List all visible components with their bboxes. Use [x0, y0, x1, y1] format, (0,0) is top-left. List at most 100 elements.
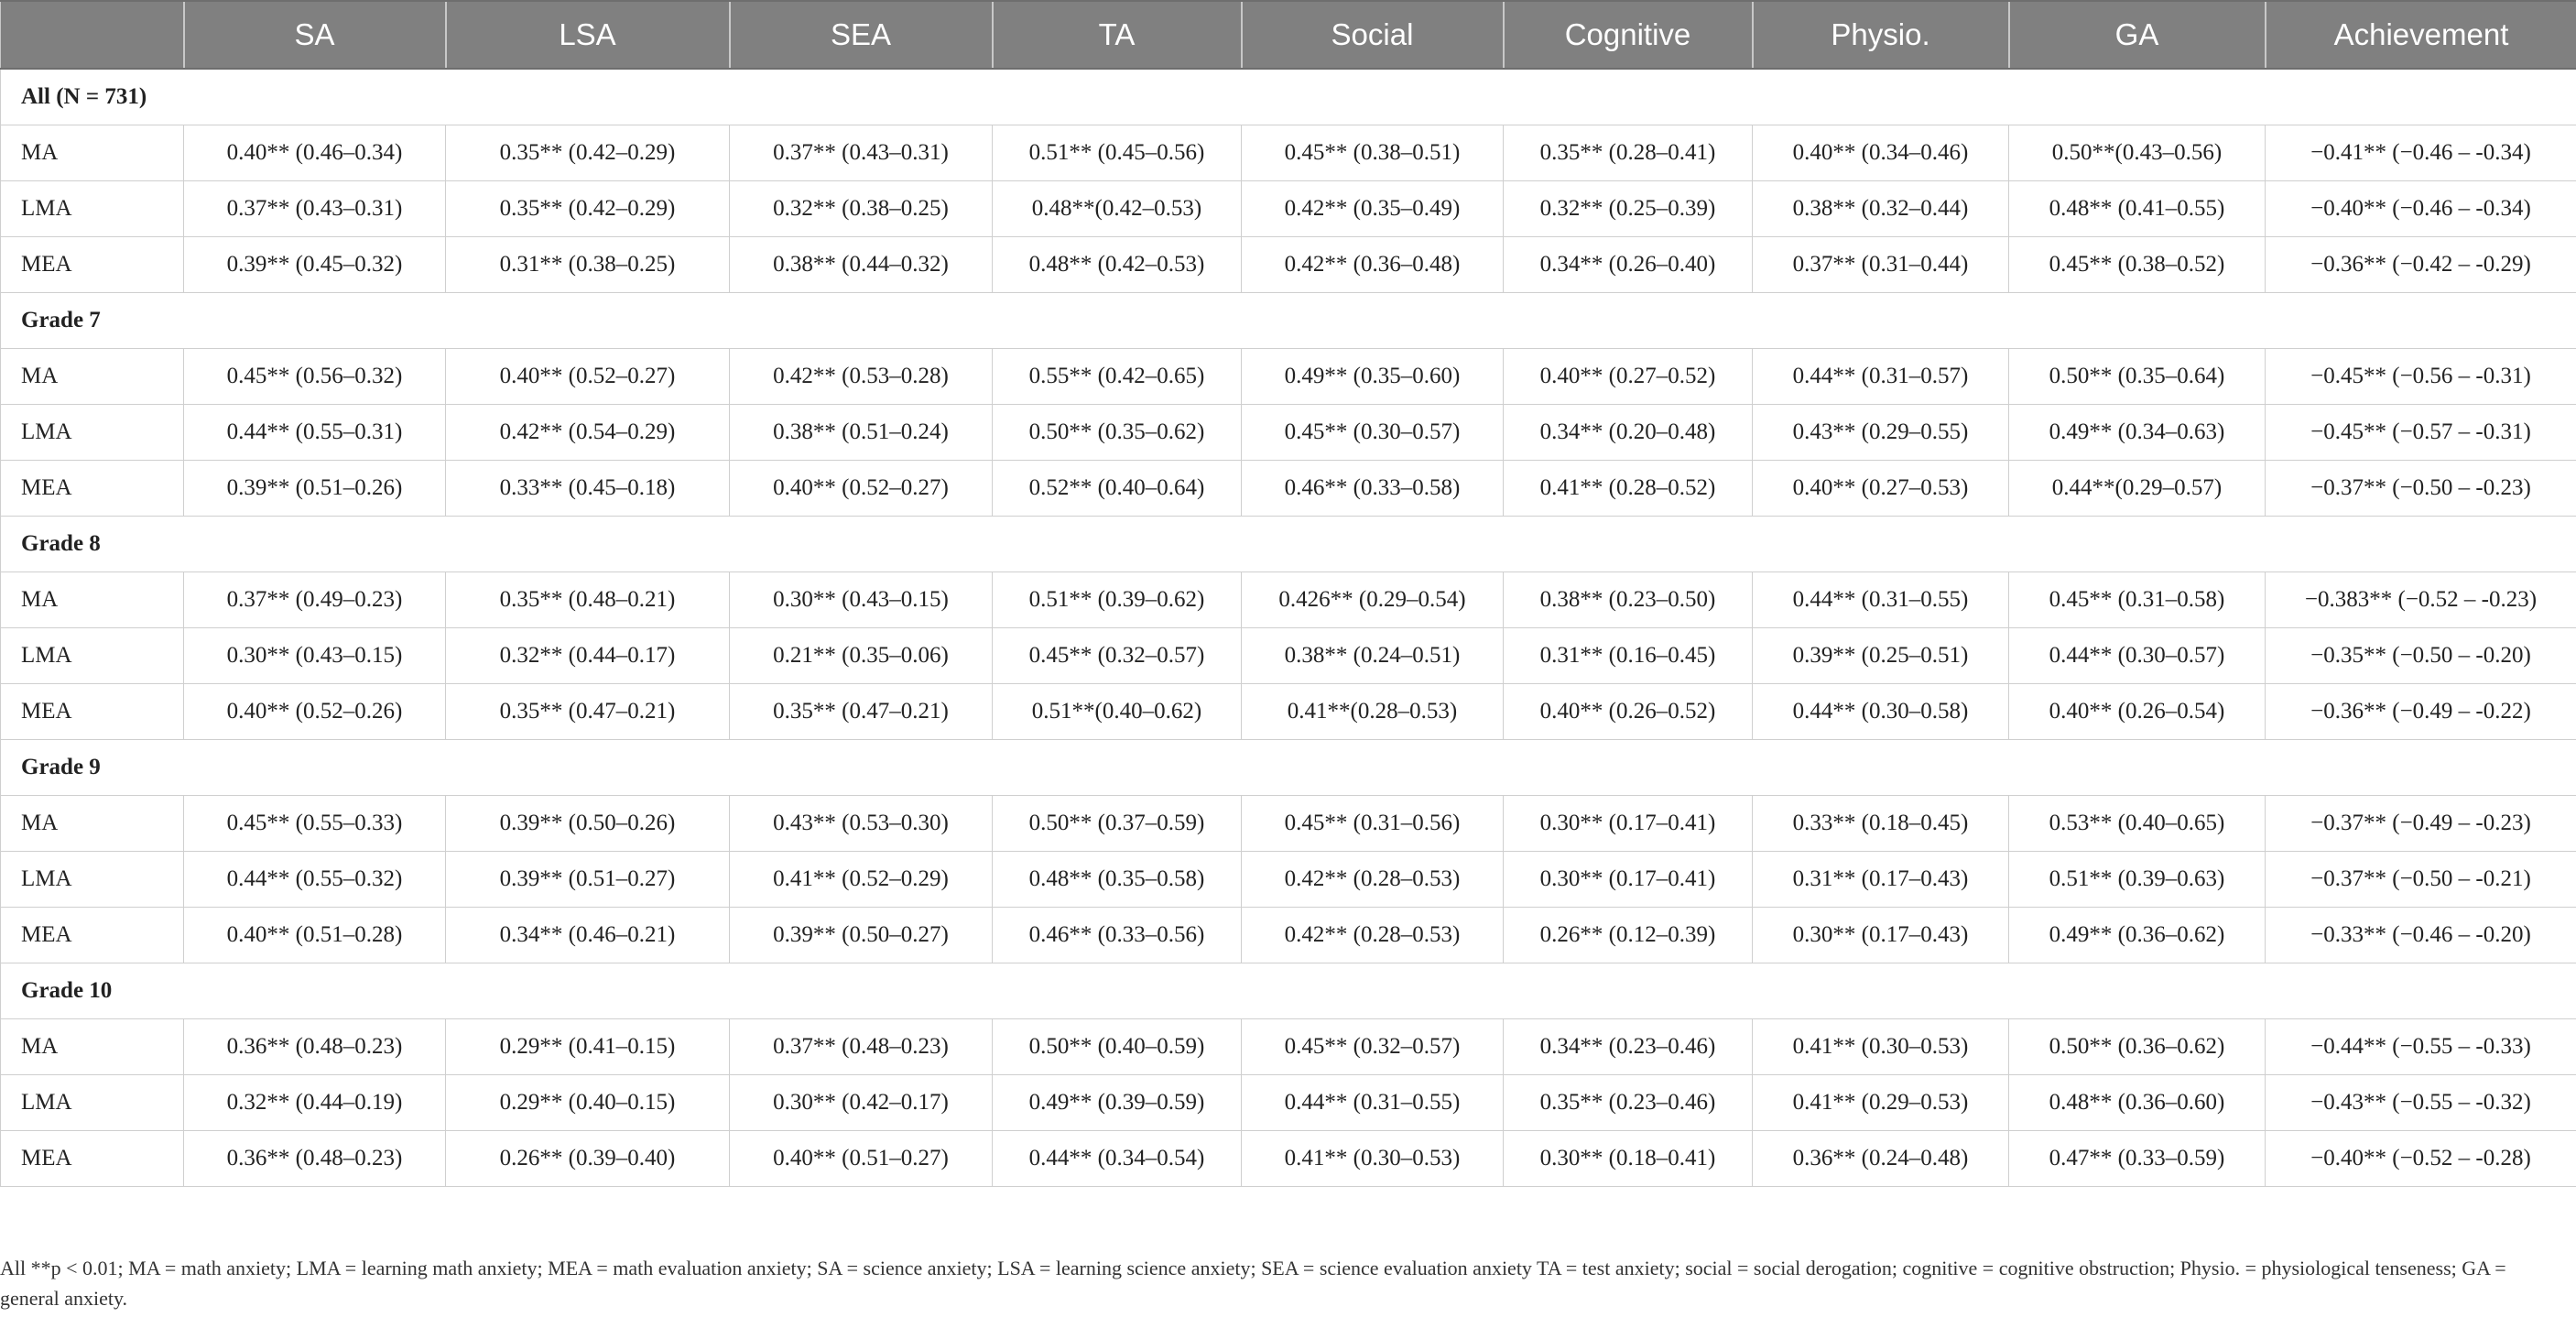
table-cell: 0.50**(0.43–0.56)	[2008, 125, 2266, 181]
table-cell: 0.41** (0.30–0.53)	[1241, 1130, 1504, 1187]
table-cell: 0.30** (0.43–0.15)	[183, 627, 446, 684]
row-label: MA	[0, 348, 184, 405]
table-cell: 0.44** (0.30–0.57)	[2008, 627, 2266, 684]
table-cell: 0.50** (0.35–0.62)	[992, 404, 1242, 461]
table-cell: 0.48**(0.42–0.53)	[992, 180, 1242, 237]
table-cell: 0.36** (0.24–0.48)	[1752, 1130, 2009, 1187]
table-cell: −0.44** (−0.55 – -0.33)	[2265, 1018, 2576, 1075]
table-cell: 0.31** (0.16–0.45)	[1503, 627, 1753, 684]
table-cell: 0.34** (0.26–0.40)	[1503, 236, 1753, 293]
group-header-row: Grade 8	[0, 516, 2576, 572]
table-cell: 0.52** (0.40–0.64)	[992, 460, 1242, 517]
table-cell: 0.45** (0.31–0.56)	[1241, 795, 1504, 852]
table-row: MEA 0.40** (0.51–0.28) 0.34** (0.46–0.21) 0…	[0, 907, 2576, 963]
table-cell: 0.48** (0.41–0.55)	[2008, 180, 2266, 237]
table-cell: −0.37** (−0.50 – -0.21)	[2265, 851, 2576, 908]
table-cell: −0.36** (−0.42 – -0.29)	[2265, 236, 2576, 293]
table-cell: 0.40** (0.46–0.34)	[183, 125, 446, 181]
table-cell: 0.26** (0.12–0.39)	[1503, 907, 1753, 963]
table-cell: 0.40** (0.51–0.27)	[729, 1130, 993, 1187]
table-cell: −0.41** (−0.46 – -0.34)	[2265, 125, 2576, 181]
table-cell: 0.36** (0.48–0.23)	[183, 1018, 446, 1075]
table-footnote: All **p < 0.01; MA = math anxiety; LMA =…	[0, 1257, 2506, 1310]
table-row: LMA 0.44** (0.55–0.32) 0.39** (0.51–0.27) 0…	[0, 851, 2576, 908]
table-cell: 0.51** (0.39–0.62)	[992, 571, 1242, 628]
table-cell: 0.43** (0.53–0.30)	[729, 795, 993, 852]
table-cell: 0.38** (0.51–0.24)	[729, 404, 993, 461]
table-cell: 0.29** (0.41–0.15)	[445, 1018, 730, 1075]
table-cell: 0.40** (0.27–0.52)	[1503, 348, 1753, 405]
table-cell: 0.43** (0.29–0.55)	[1752, 404, 2009, 461]
table-cell: 0.50** (0.36–0.62)	[2008, 1018, 2266, 1075]
table-cell: 0.41** (0.52–0.29)	[729, 851, 993, 908]
group-label: Grade 8	[0, 516, 2576, 572]
group-label: Grade 10	[0, 963, 2576, 1019]
table-cell: 0.45** (0.31–0.58)	[2008, 571, 2266, 628]
header-cell: Cognitive	[1502, 0, 1753, 70]
table-cell: 0.49** (0.39–0.59)	[992, 1074, 1242, 1131]
table-cell: 0.35** (0.28–0.41)	[1503, 125, 1753, 181]
correlation-table: SA LSA SEA TA Social Cognitive Physio. G…	[0, 0, 2576, 1187]
table-cell: 0.42** (0.53–0.28)	[729, 348, 993, 405]
table-cell: 0.42** (0.35–0.49)	[1241, 180, 1504, 237]
row-label: MEA	[0, 683, 184, 740]
table-cell: 0.49** (0.34–0.63)	[2008, 404, 2266, 461]
table-row: MA 0.37** (0.49–0.23) 0.35** (0.48–0.21) 0.…	[0, 571, 2576, 628]
group-header-row: Grade 7	[0, 292, 2576, 349]
table-cell: 0.44** (0.30–0.58)	[1752, 683, 2009, 740]
table-cell: −0.37** (−0.49 – -0.23)	[2265, 795, 2576, 852]
table-cell: 0.50** (0.35–0.64)	[2008, 348, 2266, 405]
group-label: Grade 9	[0, 739, 2576, 796]
table-cell: 0.44** (0.31–0.57)	[1752, 348, 2009, 405]
row-label: MEA	[0, 236, 184, 293]
table-row: LMA 0.32** (0.44–0.19) 0.29** (0.40–0.15) 0…	[0, 1074, 2576, 1131]
table-cell: 0.21** (0.35–0.06)	[729, 627, 993, 684]
table-cell: 0.32** (0.44–0.17)	[445, 627, 730, 684]
table-cell: −0.43** (−0.55 – -0.32)	[2265, 1074, 2576, 1131]
table-row: LMA 0.44** (0.55–0.31) 0.42** (0.54–0.29) 0…	[0, 404, 2576, 461]
table-cell: 0.40** (0.26–0.54)	[2008, 683, 2266, 740]
table-cell: 0.51**(0.40–0.62)	[992, 683, 1242, 740]
header-cell: Physio.	[1751, 0, 2009, 70]
table-cell: 0.40** (0.34–0.46)	[1752, 125, 2009, 181]
table-cell: 0.38** (0.24–0.51)	[1241, 627, 1504, 684]
table-cell: 0.45** (0.32–0.57)	[992, 627, 1242, 684]
row-label: LMA	[0, 1074, 184, 1131]
table-cell: 0.35** (0.47–0.21)	[445, 683, 730, 740]
table-cell: −0.383** (−0.52 – -0.23)	[2265, 571, 2576, 628]
table-cell: 0.39** (0.50–0.27)	[729, 907, 993, 963]
table-cell: 0.49** (0.35–0.60)	[1241, 348, 1504, 405]
table-cell: 0.32** (0.44–0.19)	[183, 1074, 446, 1131]
header-cell: Social	[1240, 0, 1504, 70]
row-label: MA	[0, 1018, 184, 1075]
table-cell: 0.42** (0.28–0.53)	[1241, 851, 1504, 908]
header-cell: Achievement	[2264, 0, 2576, 70]
table-cell: 0.37** (0.43–0.31)	[729, 125, 993, 181]
group-label: Grade 7	[0, 292, 2576, 349]
table-cell: 0.51** (0.45–0.56)	[992, 125, 1242, 181]
table-cell: 0.45** (0.55–0.33)	[183, 795, 446, 852]
table-cell: 0.45** (0.32–0.57)	[1241, 1018, 1504, 1075]
row-label: LMA	[0, 180, 184, 237]
table-cell: −0.40** (−0.46 – -0.34)	[2265, 180, 2576, 237]
table-cell: 0.38** (0.32–0.44)	[1752, 180, 2009, 237]
table-cell: 0.46** (0.33–0.58)	[1241, 460, 1504, 517]
table-cell: 0.426** (0.29–0.54)	[1241, 571, 1504, 628]
header-cell: SEA	[728, 0, 993, 70]
table-cell: 0.41** (0.28–0.52)	[1503, 460, 1753, 517]
group-label: All (N = 731)	[0, 68, 2576, 125]
table-cell: 0.30** (0.17–0.43)	[1752, 907, 2009, 963]
table-row: MEA 0.36** (0.48–0.23) 0.26** (0.39–0.40) 0…	[0, 1130, 2576, 1187]
table-cell: 0.55** (0.42–0.65)	[992, 348, 1242, 405]
row-label: MEA	[0, 907, 184, 963]
table-cell: 0.42** (0.36–0.48)	[1241, 236, 1504, 293]
table-cell: 0.26** (0.39–0.40)	[445, 1130, 730, 1187]
table-cell: 0.51** (0.39–0.63)	[2008, 851, 2266, 908]
table-cell: −0.35** (−0.50 – -0.20)	[2265, 627, 2576, 684]
table-cell: 0.44** (0.34–0.54)	[992, 1130, 1242, 1187]
table-cell: 0.39** (0.51–0.27)	[445, 851, 730, 908]
table-cell: −0.45** (−0.57 – -0.31)	[2265, 404, 2576, 461]
table-row: MA 0.45** (0.56–0.32) 0.40** (0.52–0.27) 0.…	[0, 348, 2576, 405]
table-cell: 0.44** (0.55–0.32)	[183, 851, 446, 908]
